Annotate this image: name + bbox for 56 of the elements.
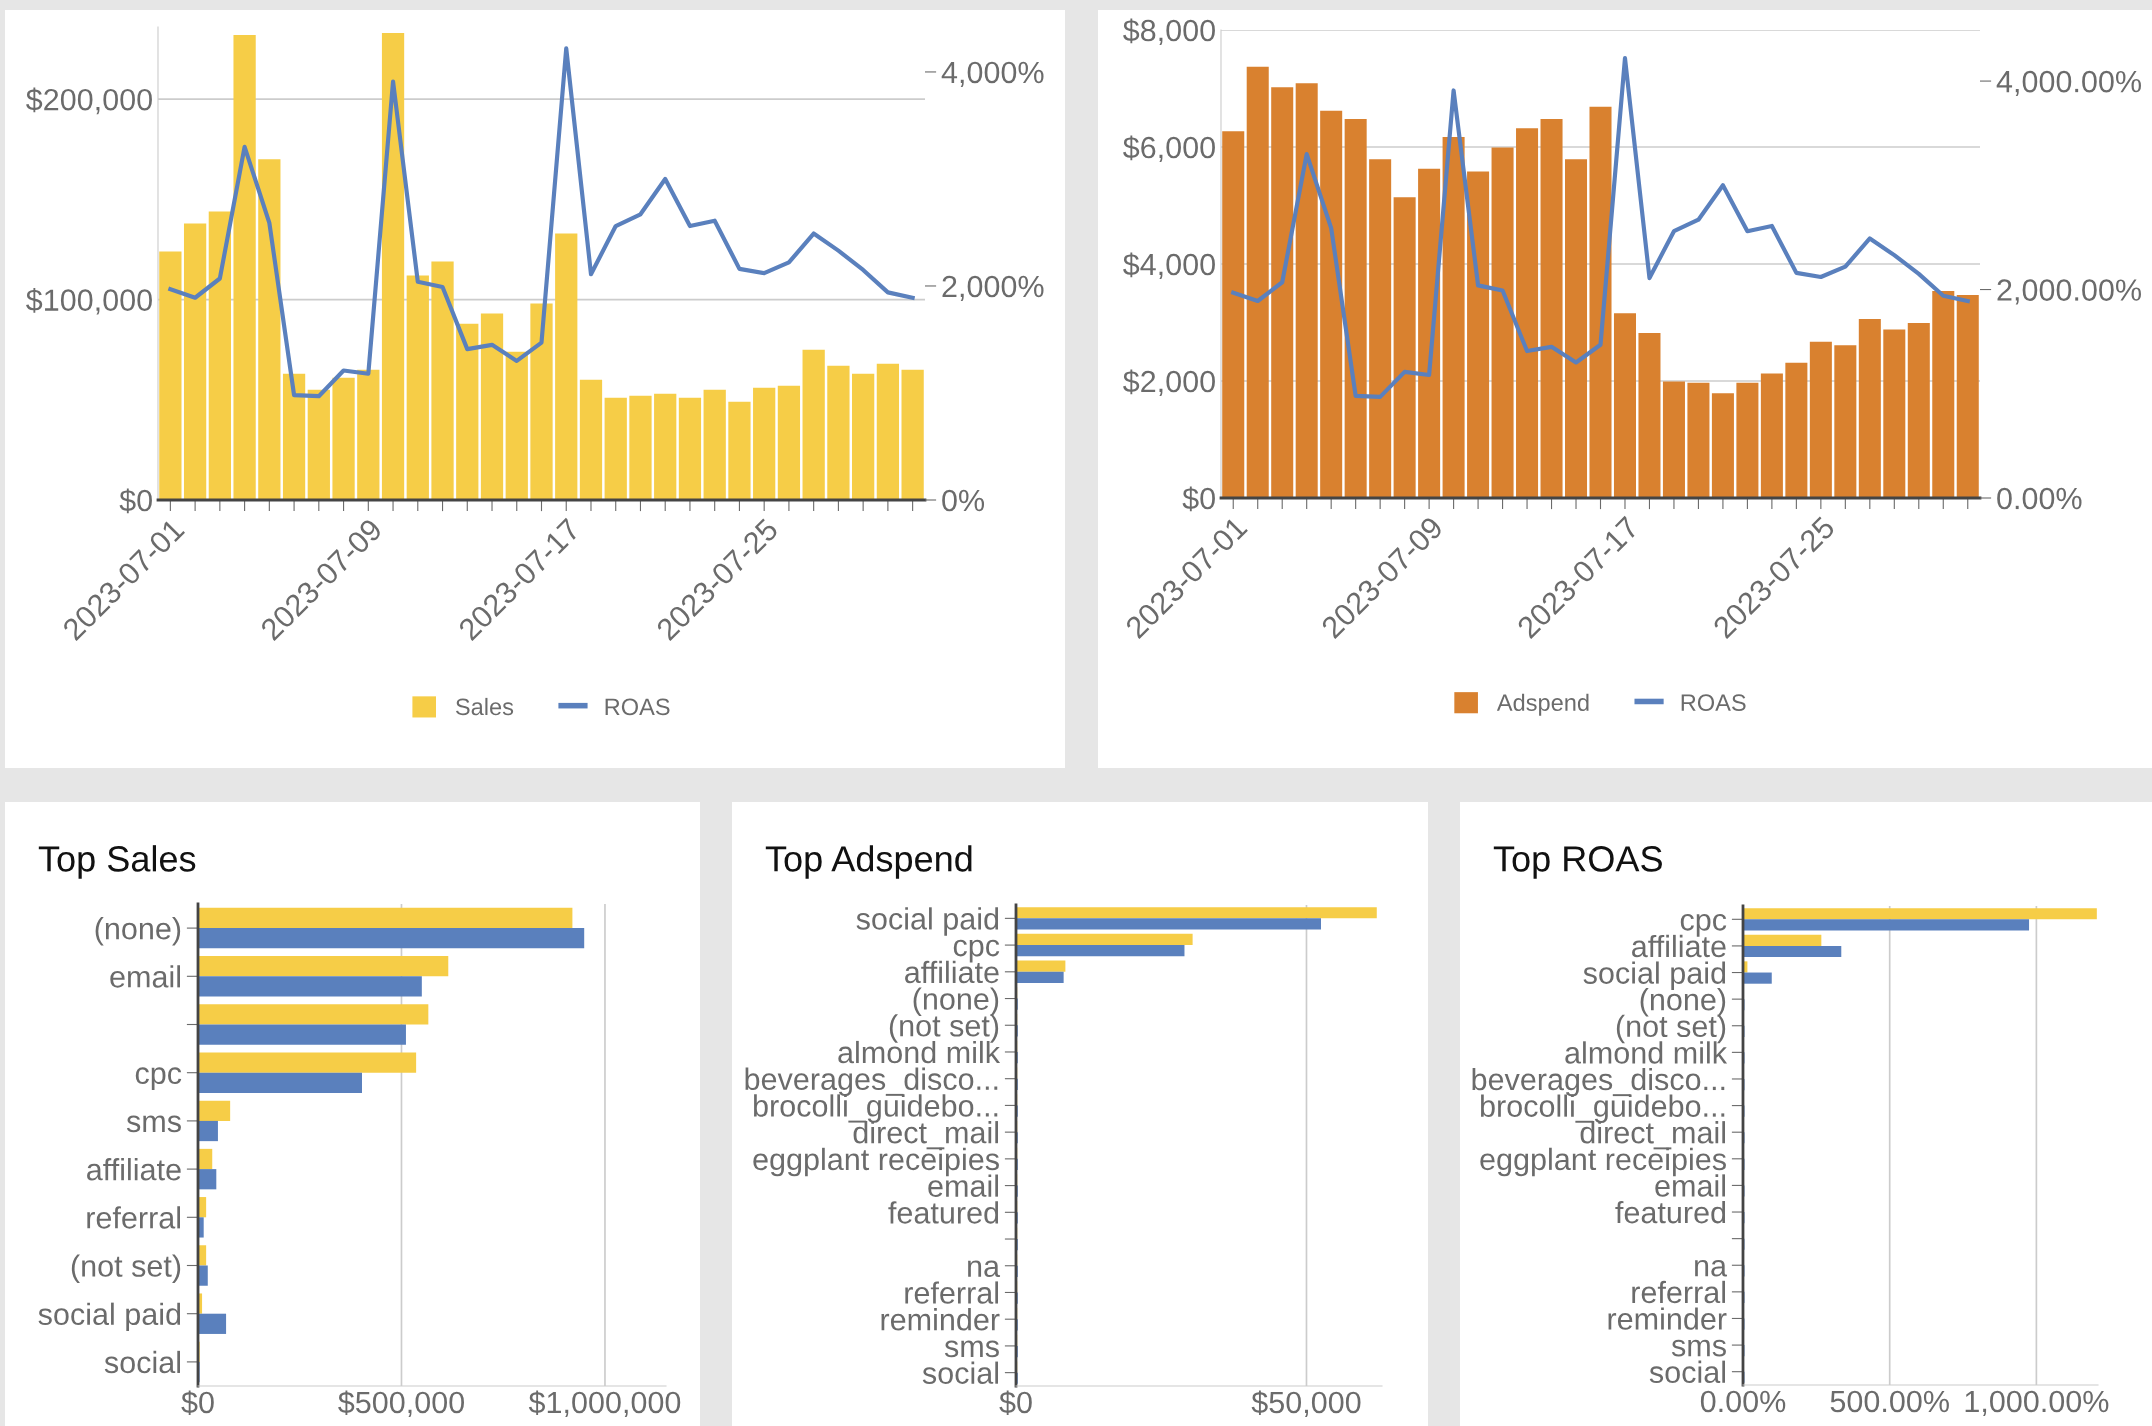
- y2-tick-label: 2,000.00%: [1997, 279, 2141, 305]
- x-tick-label: $500,000: [338, 1390, 465, 1417]
- y2-tick-label: 4,000%: [941, 61, 1044, 87]
- y-tick-label: affiliate: [87, 1158, 181, 1181]
- y-tick-label: (not set): [71, 1254, 181, 1283]
- y2-tick-label: 0%: [942, 489, 985, 512]
- x-tick-label: $0: [999, 1390, 1032, 1416]
- x-tick-label: 0.00%: [1700, 1390, 1786, 1413]
- legend-label: Sales: [455, 697, 514, 716]
- y-tick-label: $0: [1182, 486, 1215, 512]
- y-tick-label: social paid: [856, 907, 999, 936]
- y-tick-label: (not set): [889, 1014, 999, 1043]
- y-tick-label: featured: [888, 1201, 999, 1224]
- y-tick-label: social paid: [38, 1302, 181, 1332]
- x-tick-label: 500.00%: [1830, 1390, 1949, 1413]
- x-tick-label: 1,000.00%: [1965, 1390, 2109, 1416]
- y-tick-label: cpc: [135, 1067, 182, 1091]
- chart-title: Top Adspend: [765, 845, 972, 879]
- y-tick-label: (none): [913, 987, 999, 1016]
- x-tick-label: $0: [181, 1390, 214, 1416]
- x-tick-label: $1,000,000: [528, 1390, 681, 1417]
- y-tick-label: almond milk: [838, 1040, 1001, 1064]
- chart-title: Top Sales: [38, 845, 196, 879]
- y-tick-label: reminder: [1608, 1307, 1727, 1330]
- y-tick-label: na: [1695, 1259, 1728, 1277]
- y-tick-label: $100,000: [26, 288, 152, 315]
- chart-title: Top ROAS: [1493, 846, 1662, 879]
- y-tick-label: sms: [126, 1115, 181, 1133]
- y-tick-label: referral: [905, 1281, 998, 1304]
- y-tick-label: referral: [1632, 1280, 1725, 1304]
- y-tick-label: $200,000: [26, 87, 152, 115]
- y-tick-label: reminder: [881, 1308, 1000, 1331]
- y-tick-label: $2,000: [1123, 369, 1215, 396]
- legend-label: ROAS: [605, 698, 670, 716]
- y2-tick-label: 4,000.00%: [1996, 70, 2141, 97]
- y-tick-label: social: [1649, 1360, 1725, 1384]
- legend-label: Adspend: [1496, 693, 1589, 716]
- y-tick-label: $6,000: [1123, 135, 1215, 162]
- y-tick-label: referral: [87, 1206, 180, 1229]
- y-tick-label: featured: [1615, 1200, 1726, 1224]
- legend-label: ROAS: [1681, 694, 1746, 712]
- y-tick-label: na: [968, 1260, 1001, 1278]
- y-tick-label: $4,000: [1123, 252, 1215, 279]
- y-tick-label: $8,000: [1123, 18, 1215, 45]
- y2-tick-label: 0.00%: [1997, 487, 2082, 510]
- y-tick-label: social: [922, 1361, 998, 1385]
- y-tick-label: (none): [95, 917, 181, 946]
- y-tick-label: sms: [944, 1340, 999, 1358]
- x-tick-label: $50,000: [1251, 1390, 1361, 1417]
- y-tick-label: sms: [1671, 1339, 1726, 1357]
- y-tick-label: beverages_disco...: [745, 1067, 998, 1097]
- y2-tick-label: 2,000%: [942, 275, 1044, 301]
- y-tick-label: social: [104, 1350, 180, 1374]
- y-tick-label: email: [110, 965, 180, 988]
- y-tick-label: $0: [119, 488, 152, 514]
- y-tick-label: brocolli_guidebo...: [754, 1094, 998, 1123]
